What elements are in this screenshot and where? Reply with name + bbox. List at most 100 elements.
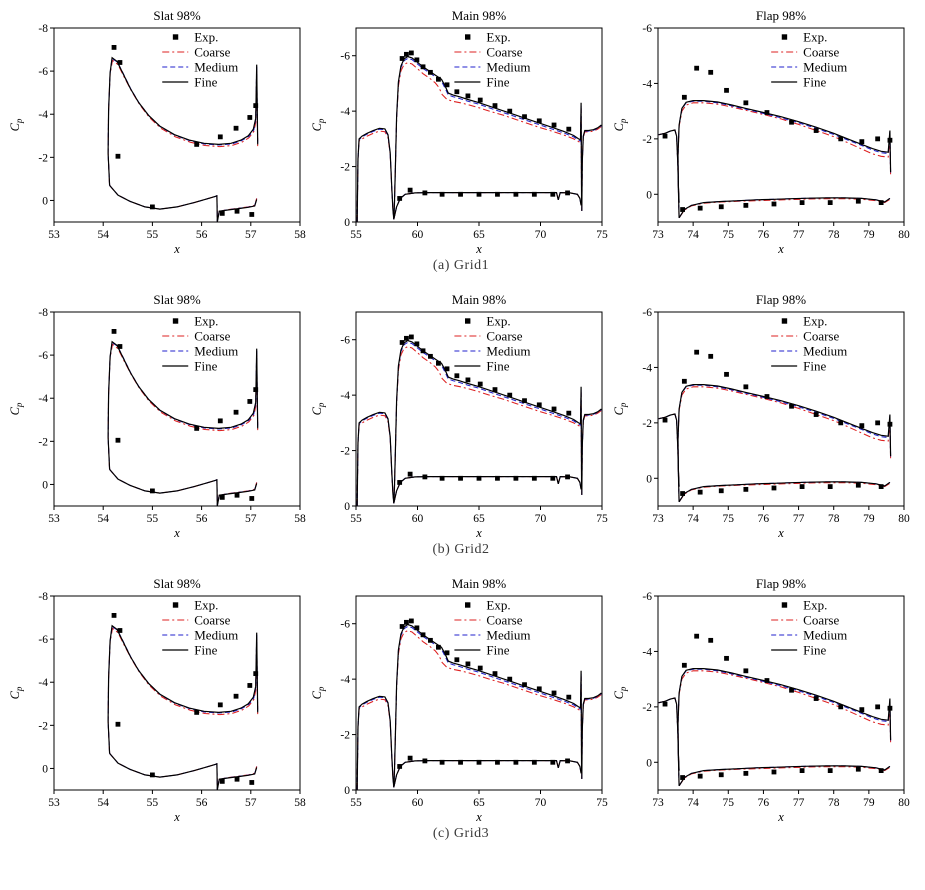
svg-text:78: 78 (828, 229, 840, 241)
svg-text:73: 73 (652, 797, 664, 809)
series-medium (356, 625, 602, 790)
series-fine (107, 624, 259, 790)
series-exp-markers (662, 633, 893, 780)
svg-text:54: 54 (97, 229, 109, 241)
svg-text:75: 75 (596, 797, 608, 809)
legend-exp-marker-icon (172, 318, 179, 324)
series-group (356, 334, 602, 506)
svg-text:Fine: Fine (486, 643, 509, 658)
series-medium (107, 341, 259, 506)
svg-text:Exp.: Exp. (486, 598, 510, 613)
svg-text:-4: -4 (340, 674, 350, 686)
svg-text:77: 77 (793, 513, 805, 525)
axes: 53 54 55 56 57 58 -8 -6 -4 -2 0 Slat 98% x Cp (8, 8, 306, 256)
svg-text:58: 58 (294, 229, 306, 241)
svg-text:65: 65 (473, 797, 485, 809)
figure-row-grid2: 53 54 55 56 57 58 -8 -6 -4 -2 0 Slat 98% x Cp Exp. Coar… (8, 292, 921, 540)
svg-text:Flap 98%: Flap 98% (756, 292, 806, 307)
series-medium (107, 625, 259, 790)
subplot-grid2-slat: 53 54 55 56 57 58 -8 -6 -4 -2 0 Slat 98% x Cp Exp.Coar… (8, 292, 306, 540)
svg-text:53: 53 (48, 513, 60, 525)
svg-text:Exp.: Exp. (803, 598, 827, 613)
svg-text:Coarse: Coarse (194, 329, 230, 344)
svg-text:Exp.: Exp. (194, 30, 218, 45)
svg-text:-6: -6 (642, 307, 652, 319)
series-medium (356, 341, 602, 506)
svg-text:Coarse: Coarse (486, 45, 522, 60)
svg-text:Medium: Medium (486, 628, 530, 643)
svg-text:-4: -4 (642, 78, 652, 90)
svg-text:Fine: Fine (486, 359, 509, 374)
svg-text:76: 76 (758, 797, 770, 809)
svg-text:60: 60 (412, 229, 424, 241)
svg-text:75: 75 (596, 513, 608, 525)
svg-text:74: 74 (687, 229, 699, 241)
series-fine (658, 668, 892, 787)
series-exp-markers (662, 65, 893, 212)
legend-exp-marker-icon (465, 318, 471, 324)
svg-text:-4: -4 (642, 646, 652, 658)
svg-text:-8: -8 (38, 23, 48, 35)
subplot-gr3-main: 55 60 65 70 75 -6 -4 -2 0 Main 98% x Cp Exp.CoarseMe… (310, 576, 608, 824)
svg-text:79: 79 (863, 513, 875, 525)
svg-text:57: 57 (245, 229, 257, 241)
series-fine (107, 56, 259, 222)
svg-text:Exp.: Exp. (803, 30, 827, 45)
svg-text:Main 98%: Main 98% (452, 292, 507, 307)
svg-text:Exp.: Exp. (194, 598, 218, 613)
svg-text:-6: -6 (340, 619, 350, 631)
svg-text:60: 60 (412, 797, 424, 809)
svg-text:-2: -2 (38, 720, 48, 732)
series-fine (107, 340, 259, 506)
svg-text:Main 98%: Main 98% (452, 8, 507, 23)
svg-text:Coarse: Coarse (803, 613, 839, 628)
axes: 55 60 65 70 75 -6 -4 -2 0 Main 98% x Cp (310, 576, 608, 824)
svg-text:0: 0 (646, 473, 652, 485)
svg-text:75: 75 (596, 229, 608, 241)
svg-text:Exp.: Exp. (194, 314, 218, 329)
svg-text:Exp.: Exp. (803, 314, 827, 329)
axes: 53 54 55 56 57 58 -8 -6 -4 -2 0 Slat 98% x Cp (8, 292, 306, 540)
svg-text:76: 76 (758, 229, 770, 241)
series-group (107, 613, 259, 790)
legend-exp-marker-icon (781, 602, 788, 608)
svg-text:77: 77 (793, 229, 805, 241)
svg-text:56: 56 (196, 229, 208, 241)
subplot-grid3-slat: 53 54 55 56 57 58 -8 -6 -4 -2 0 Slat 98% x Cp Exp.Coar… (8, 576, 306, 824)
svg-text:73: 73 (652, 513, 664, 525)
series-coarse (658, 102, 892, 219)
svg-text:Medium: Medium (803, 628, 847, 643)
svg-text:0: 0 (344, 501, 350, 513)
svg-text:Fine: Fine (486, 75, 509, 90)
series-group (658, 65, 893, 219)
svg-text:Coarse: Coarse (803, 45, 839, 60)
svg-text:56: 56 (196, 513, 208, 525)
svg-text:53: 53 (48, 797, 60, 809)
legend-exp-marker-icon (781, 318, 788, 324)
legend-exp-marker-icon (172, 602, 179, 608)
svg-text:80: 80 (898, 513, 910, 525)
svg-text:79: 79 (863, 797, 875, 809)
figure-row-grid1: 53 54 55 56 57 58 -8 -6 -4 -2 0 Slat 98% x Cp Exp. Coar… (8, 8, 921, 256)
svg-text:-4: -4 (340, 390, 350, 402)
svg-text:Slat 98%: Slat 98% (153, 576, 200, 591)
svg-text:54: 54 (97, 797, 109, 809)
axes: 55 60 65 70 75 -6 -4 -2 0 Main 98% x Cp (310, 8, 608, 256)
svg-text:0: 0 (42, 763, 48, 775)
svg-text:Medium: Medium (803, 344, 847, 359)
svg-text:-4: -4 (38, 109, 48, 121)
svg-text:-6: -6 (340, 335, 350, 347)
svg-text:74: 74 (687, 797, 699, 809)
svg-text:Fine: Fine (194, 359, 217, 374)
svg-text:-2: -2 (340, 446, 350, 458)
svg-text:Cp: Cp (310, 402, 326, 415)
svg-text:Cp: Cp (8, 118, 24, 131)
svg-text:-4: -4 (38, 393, 48, 405)
